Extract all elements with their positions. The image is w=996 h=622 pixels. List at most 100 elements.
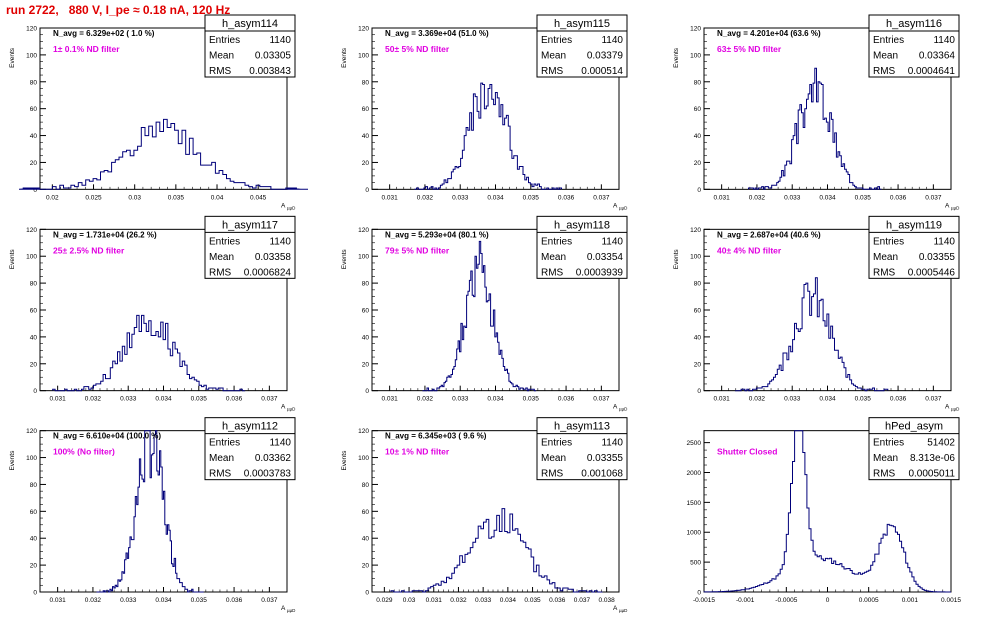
y-tick-label: 0 [365, 388, 369, 395]
filter-annotation: 50± 5% ND filter [385, 44, 450, 54]
y-tick-label: 120 [358, 227, 369, 234]
x-tick-label: 0.029 [376, 597, 393, 604]
x-axis-title: A [281, 202, 286, 209]
stats-box [204, 417, 296, 481]
stats-label: RMS [541, 267, 564, 278]
stats-box [868, 14, 960, 78]
histogram-panel-h_asym113: 0.029 0.03 0.031 0.032 0.033 0.034 0.035 0.036 0… [341, 417, 628, 613]
x-tick-label: 0.036 [558, 194, 575, 201]
stats-label: Mean [541, 453, 566, 464]
x-tick-label: -0.001 [736, 597, 755, 604]
stats-label: Entries [209, 35, 240, 46]
histogram-panel-hPed_asym: -0.0015 -0.001 -0.0005 0 0.0005 0.001 0.0015 0 5… [687, 417, 961, 604]
stats-box [868, 417, 960, 481]
n-avg-label: N_avg = 2.687e+04 (40.6 %) [717, 230, 821, 239]
stats-value: 0.000514 [581, 66, 623, 77]
stats-value: 1140 [601, 438, 623, 449]
x-tick-label: -0.0015 [693, 597, 715, 604]
stats-label: Mean [541, 51, 566, 62]
y-tick-label: 120 [26, 428, 37, 435]
y-tick-label: 100 [358, 52, 369, 59]
y-tick-label: 60 [362, 308, 370, 315]
x-axis-title: A [281, 605, 286, 612]
filter-annotation: 63± 5% ND filter [717, 44, 782, 54]
x-tick-label: 0.035 [524, 597, 541, 604]
stats-label: Mean [873, 453, 898, 464]
x-tick-label: 0.035 [855, 194, 872, 201]
stats-label: RMS [541, 66, 564, 77]
histogram-series [18, 118, 308, 190]
filter-annotation: 10± 1% ND filter [385, 447, 450, 457]
x-tick-label: 0.03 [403, 597, 416, 604]
x-axis-title-sub: µµD [619, 407, 628, 412]
x-tick-label: 0.034 [155, 597, 172, 604]
x-tick-label: 0.034 [487, 396, 504, 403]
stats-value: 1140 [269, 438, 291, 449]
stats-value: 0.03362 [255, 453, 292, 464]
y-tick-label: 80 [362, 281, 370, 288]
stats-box [204, 14, 296, 78]
stats-value: 1140 [933, 35, 955, 46]
y-tick-label: 80 [30, 281, 38, 288]
y-tick-label: 80 [30, 482, 38, 489]
x-tick-label: 0.031 [714, 396, 731, 403]
x-tick-label: 0.031 [50, 396, 67, 403]
stats-value: 0.0004641 [908, 66, 956, 77]
y-axis-title: Events [9, 249, 16, 270]
x-tick-label: -0.0005 [775, 597, 797, 604]
stats-value: 0.03358 [255, 252, 292, 263]
n-avg-label: N_avg = 6.345e+03 ( 9.6 %) [385, 432, 487, 441]
y-tick-label: 120 [690, 227, 701, 234]
x-tick-label: 0.032 [417, 396, 434, 403]
x-axis-title-sub: µµD [619, 205, 628, 210]
y-tick-label: 100 [26, 52, 37, 59]
x-tick-label: 0.033 [784, 194, 801, 201]
y-tick-label: 20 [30, 563, 38, 570]
x-tick-label: 0.034 [155, 396, 172, 403]
histogram-series [390, 508, 603, 593]
stats-box [868, 215, 960, 279]
x-tick-label: 0.035 [523, 396, 540, 403]
y-tick-label: 2000 [687, 470, 702, 477]
x-tick-label: 0.033 [120, 597, 137, 604]
x-tick-label: 0.037 [261, 597, 278, 604]
filter-annotation: Shutter Closed [717, 447, 777, 457]
y-tick-label: 0 [697, 388, 701, 395]
x-tick-label: 0.035 [191, 597, 208, 604]
stats-label: Mean [873, 252, 898, 263]
x-axis-title: A [945, 404, 950, 411]
filter-annotation: 100% (No filter) [53, 447, 115, 457]
histogram-name: h_asym112 [222, 421, 278, 433]
y-tick-label: 40 [362, 334, 370, 341]
x-axis-title-sub: µµD [619, 608, 628, 613]
stats-label: RMS [873, 66, 896, 77]
y-tick-label: 0 [33, 187, 37, 194]
x-tick-label: 0.035 [168, 194, 185, 201]
y-tick-label: 0 [33, 590, 37, 597]
n-avg-label: N_avg = 6.329e+02 ( 1.0 %) [53, 29, 155, 38]
stats-value: 0.03355 [587, 453, 624, 464]
stats-box [536, 215, 628, 279]
stats-label: RMS [873, 267, 896, 278]
y-tick-label: 0 [697, 590, 701, 597]
y-tick-label: 40 [30, 334, 38, 341]
x-tick-label: 0.036 [226, 597, 243, 604]
stats-value: 0.03379 [587, 51, 624, 62]
histogram-panel-h_asym116: 0.031 0.032 0.033 0.034 0.035 0.036 0.037 0 20 40… [673, 14, 960, 210]
histogram-name: h_asym115 [554, 18, 610, 30]
stats-label: Mean [873, 51, 898, 62]
x-tick-label: 0.034 [487, 194, 504, 201]
filter-annotation: 40± 4% ND filter [717, 245, 782, 255]
x-axis-title-sub: µµD [287, 407, 296, 412]
y-tick-label: 120 [690, 26, 701, 33]
filter-annotation: 1± 0.1% ND filter [53, 44, 120, 54]
y-tick-label: 100 [26, 254, 37, 261]
stats-label: RMS [209, 267, 232, 278]
stats-label: Entries [209, 438, 240, 449]
x-tick-label: 0.037 [925, 194, 942, 201]
y-tick-label: 120 [26, 26, 37, 33]
y-tick-label: 1500 [687, 500, 702, 507]
y-tick-label: 80 [30, 79, 38, 86]
y-tick-label: 20 [362, 563, 370, 570]
